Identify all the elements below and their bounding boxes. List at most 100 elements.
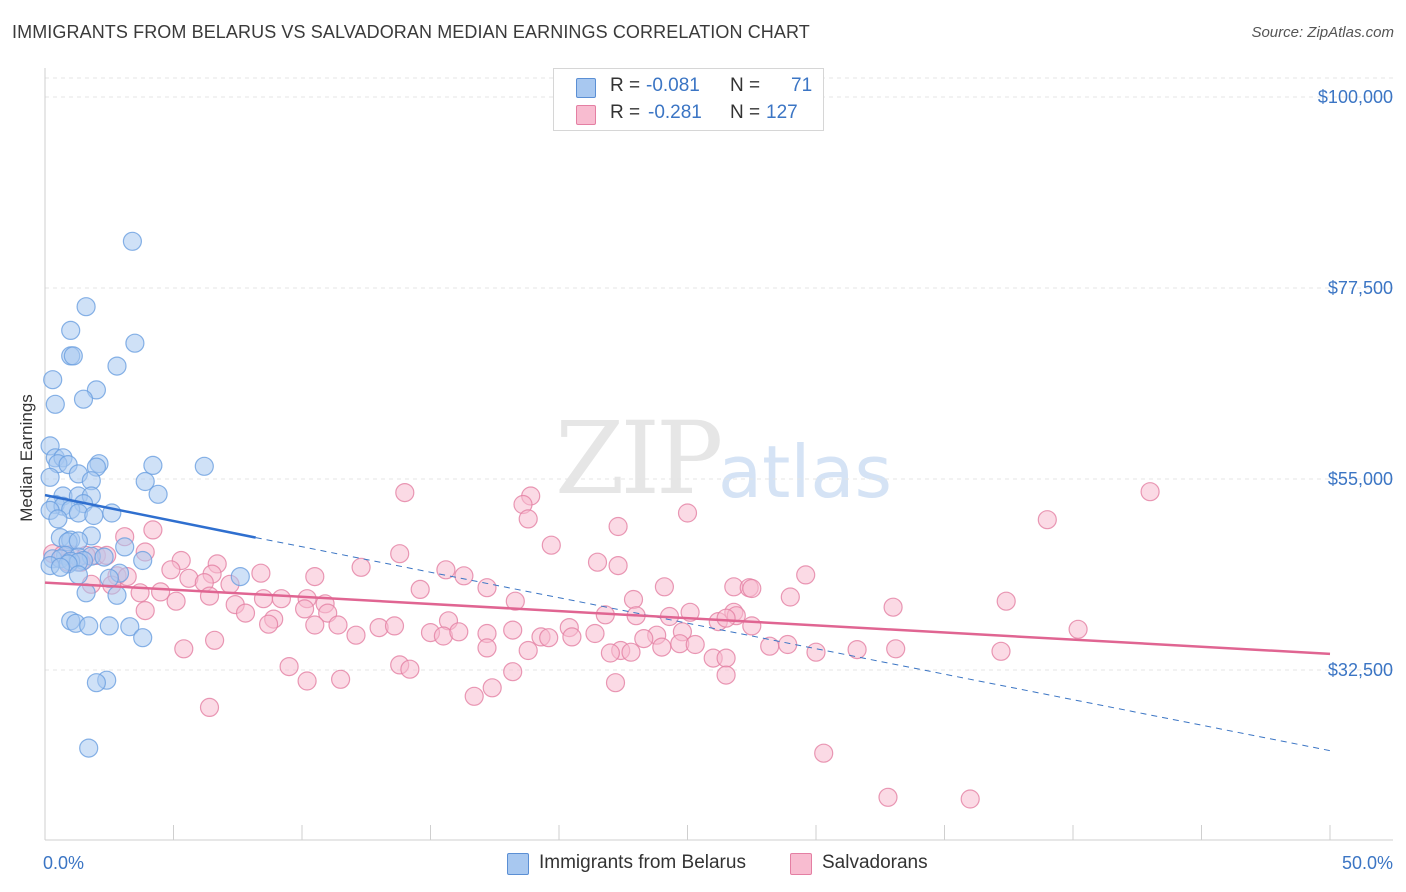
- salvadoran-point: [796, 565, 816, 585]
- salvadoran-point: [518, 640, 538, 661]
- belarus-point: [76, 297, 96, 317]
- salvadoran-point: [562, 627, 582, 647]
- legend-swatch-salvadorans: [576, 105, 596, 125]
- salvadoran-point: [400, 659, 420, 679]
- y-axis-title: Median Earnings: [17, 394, 36, 522]
- salvadoran-point: [623, 589, 644, 610]
- belarus-point: [63, 346, 83, 366]
- salvadoran-point: [806, 642, 826, 662]
- chart-title: IMMIGRANTS FROM BELARUS VS SALVADORAN ME…: [12, 22, 810, 42]
- belarus-point: [107, 585, 127, 605]
- salvadoran-point: [305, 615, 325, 635]
- salvadoran-point: [390, 544, 410, 564]
- salvadoran-point: [161, 560, 181, 580]
- salvadoran-point: [960, 789, 980, 809]
- salvadoran-point: [477, 638, 497, 658]
- salvadoran-point: [742, 578, 762, 599]
- belarus-point: [125, 333, 145, 353]
- salvadoran-point: [410, 579, 430, 600]
- legend-n-label: N =: [730, 102, 761, 123]
- series-salvadorans: [43, 482, 1160, 809]
- belarus-trend-line: [44, 493, 256, 539]
- belarus-point: [43, 370, 63, 390]
- legend-row-belarus: R = -0.081 N = 71: [576, 75, 816, 99]
- salvadoran-point: [605, 673, 626, 693]
- belarus-point: [135, 471, 155, 492]
- salvadoran-point: [295, 599, 315, 619]
- salvadoran-point: [503, 620, 523, 640]
- salvadoran-point: [778, 634, 798, 655]
- salvadoran-point: [654, 577, 675, 597]
- axes: [44, 68, 1393, 841]
- belarus-point: [68, 565, 89, 585]
- salvadoran-point: [1037, 510, 1057, 530]
- salvadoran-point: [608, 516, 628, 537]
- legend-n-label: N =: [730, 75, 761, 96]
- belarus-point: [133, 550, 153, 571]
- belarus-point: [148, 484, 168, 504]
- belarus-point: [99, 616, 119, 636]
- legend-row-salvadorans: R = -0.281 N = 127: [576, 102, 816, 126]
- salvadoran-trend-line: [44, 581, 1331, 656]
- salvadoran-point: [677, 503, 698, 523]
- salvadoran-point: [384, 616, 405, 636]
- salvadoran-point: [585, 623, 605, 644]
- salvadoran-point: [454, 566, 474, 586]
- belarus-point: [76, 583, 96, 603]
- salvadoran-point: [271, 589, 291, 609]
- salvadoran-point: [760, 636, 780, 656]
- salvadoran-point: [259, 614, 279, 634]
- x-tick-label-min: 0.0%: [43, 853, 84, 873]
- watermark-atlas: atlas: [718, 430, 892, 514]
- belarus-point: [107, 356, 127, 376]
- salvadoran-point: [539, 628, 559, 648]
- salvadoran-point: [1068, 619, 1088, 639]
- salvadoran-point: [395, 483, 415, 503]
- belarus-point: [86, 380, 107, 400]
- salvadoran-point: [883, 597, 903, 617]
- salvadoran-point: [621, 642, 641, 662]
- salvadoran-point: [151, 582, 171, 602]
- belarus-point: [50, 557, 71, 577]
- salvadoran-point: [652, 637, 672, 657]
- salvadoran-point: [305, 566, 325, 587]
- salvadoran-point: [847, 639, 867, 660]
- trend-lines: [44, 493, 1331, 752]
- salvadoran-point: [328, 615, 348, 635]
- salvadoran-point: [996, 591, 1016, 611]
- legend-swatch-belarus: [576, 78, 596, 98]
- belarus-point: [73, 389, 94, 409]
- y-tick-label: $32,500: [1328, 660, 1393, 680]
- y-tick-label: $77,500: [1328, 278, 1393, 298]
- salvadoran-point: [685, 634, 705, 655]
- salvadoran-point: [503, 662, 523, 682]
- bottom-legend-swatch-belarus: [507, 853, 529, 875]
- salvadoran-point: [199, 697, 220, 718]
- salvadoran-point: [716, 665, 736, 685]
- belarus-point: [86, 673, 107, 693]
- belarus-point: [79, 616, 99, 636]
- salvadoran-point: [143, 520, 163, 540]
- salvadoran-point: [279, 656, 299, 677]
- x-tick-label-max: 50.0%: [1342, 853, 1393, 873]
- watermark-zip: ZIP: [555, 400, 723, 517]
- salvadoran-point: [135, 600, 155, 621]
- salvadoran-point: [505, 591, 525, 611]
- salvadoran-point: [680, 602, 700, 622]
- belarus-point: [40, 467, 60, 487]
- stats-legend: R = -0.081 N = 71 R = -0.281 N = 127: [553, 68, 824, 131]
- salvadoran-point: [587, 552, 608, 572]
- salvadoran-point: [878, 787, 898, 807]
- legend-n-value: 71: [791, 75, 813, 96]
- belarus-point: [79, 738, 99, 758]
- salvadoran-point: [518, 509, 538, 529]
- legend-r-label: R =: [610, 102, 641, 123]
- salvadoran-point: [814, 743, 834, 763]
- salvadoran-point: [608, 555, 628, 576]
- salvadoran-point: [600, 643, 621, 663]
- y-tick-label: $55,000: [1328, 469, 1393, 489]
- salvadoran-point: [166, 591, 186, 611]
- belarus-point: [115, 537, 135, 557]
- belarus-point: [68, 531, 89, 551]
- y-tick-labels: $32,500 $55,000 $77,500 $100,000: [1318, 87, 1393, 680]
